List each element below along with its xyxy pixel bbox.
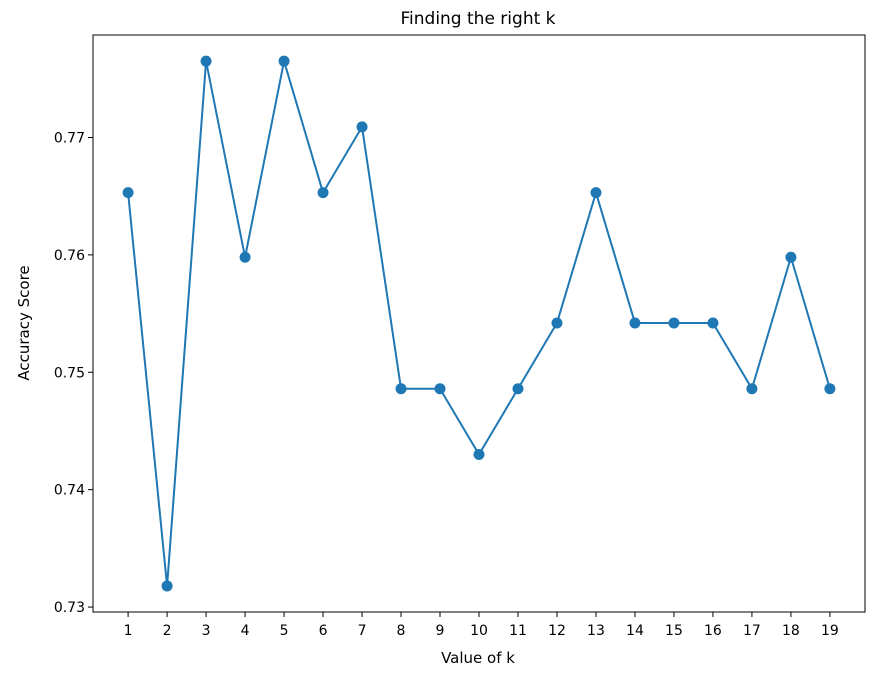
- x-tick-label: 8: [397, 623, 406, 639]
- x-tick-label: 15: [665, 623, 683, 639]
- data-point: [161, 580, 173, 592]
- data-point: [434, 383, 446, 395]
- x-tick-label: 11: [509, 623, 527, 639]
- x-tick-label: 7: [358, 623, 367, 639]
- data-point: [395, 383, 407, 395]
- y-tick-label: 0.77: [54, 130, 85, 146]
- x-tick-label: 6: [319, 623, 328, 639]
- data-point: [512, 383, 524, 395]
- x-tick-label: 4: [241, 623, 250, 639]
- data-point: [629, 317, 641, 329]
- data-point: [746, 383, 758, 395]
- y-tick-label: 0.76: [54, 248, 85, 264]
- plot-frame: [92, 34, 866, 613]
- x-axis-label: Value of k: [441, 649, 515, 667]
- x-tick-label: 19: [821, 623, 839, 639]
- data-point: [473, 448, 485, 460]
- y-tick-label: 0.73: [54, 600, 85, 616]
- x-tick-label: 18: [782, 623, 800, 639]
- data-point: [278, 55, 290, 67]
- data-point: [239, 251, 251, 263]
- x-tick-label: 13: [587, 623, 605, 639]
- data-point: [707, 317, 719, 329]
- data-point: [122, 187, 134, 199]
- x-tick-label: 10: [470, 623, 488, 639]
- x-tick-label: 5: [280, 623, 289, 639]
- data-point: [824, 383, 836, 395]
- y-axis-ticks: 0.73 0.74 0.75 0.76 0.77: [54, 130, 93, 616]
- x-tick-label: 17: [743, 623, 761, 639]
- data-point: [551, 317, 563, 329]
- x-tick-label: 12: [548, 623, 566, 639]
- chart-title: Finding the right k: [400, 9, 555, 29]
- data-point: [668, 317, 680, 329]
- data-point: [356, 121, 368, 133]
- y-tick-label: 0.75: [54, 365, 85, 381]
- data-point: [317, 187, 329, 199]
- x-tick-label: 1: [124, 623, 133, 639]
- x-tick-label: 14: [626, 623, 644, 639]
- data-point: [200, 55, 212, 67]
- series-line: [127, 60, 831, 587]
- data-point: [785, 251, 797, 263]
- x-tick-label: 9: [436, 623, 445, 639]
- series-layer: [122, 55, 836, 592]
- x-tick-label: 2: [163, 623, 172, 639]
- data-point: [590, 187, 602, 199]
- x-tick-label: 3: [202, 623, 211, 639]
- y-tick-label: 0.74: [54, 483, 85, 499]
- y-axis-label: Accuracy Score: [15, 265, 33, 380]
- x-axis-ticks: 1 2 3 4 5 6 7 8 9 10 11 12 13 14 15 16 17 18 19: [124, 612, 839, 639]
- x-tick-label: 16: [704, 623, 722, 639]
